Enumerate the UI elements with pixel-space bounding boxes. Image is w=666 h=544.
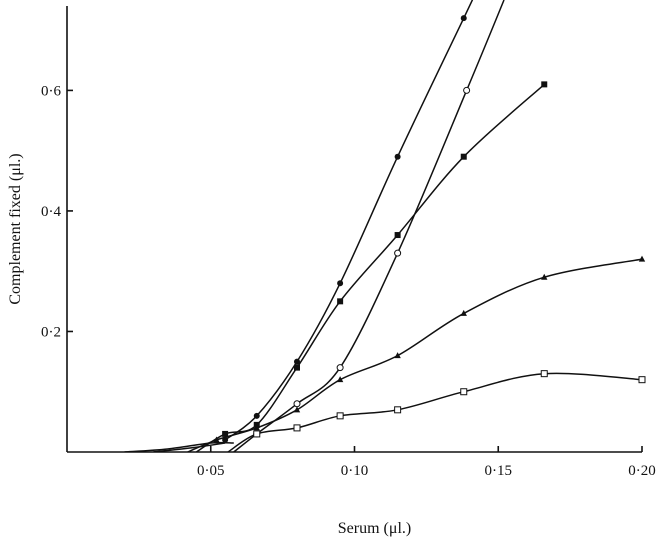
- data-point-filled-triangle: [394, 352, 401, 359]
- tick-group: 0·05 0·10 0·15 0·20 0·2 0·4 0·6: [41, 83, 656, 479]
- y-tick-label: 0·4: [41, 204, 61, 220]
- data-point-filled-circle: [394, 153, 401, 160]
- data-point-filled-square: [294, 364, 300, 371]
- data-point-open-circle: [293, 400, 301, 408]
- data-point-filled-square: [222, 430, 229, 437]
- data-point-filled-triangle: [213, 436, 220, 443]
- axes: [66, 6, 642, 453]
- data-point-open-square: [460, 388, 468, 396]
- x-tick-label: 0·15: [485, 463, 513, 479]
- data-point-filled-triangle: [293, 406, 301, 413]
- series-4-line: [227, 372, 643, 452]
- data-point-filled-square: [460, 153, 467, 160]
- data-point-open-square: [394, 406, 402, 414]
- data-point-open-circle: [394, 249, 402, 257]
- y-tick-label: 0·2: [41, 324, 61, 340]
- data-point-filled-triangle: [460, 309, 467, 316]
- series-1-line: [233, 0, 505, 452]
- data-point-filled-circle: [337, 280, 344, 287]
- data-point-open-square: [293, 424, 301, 432]
- data-point-open-circle: [336, 364, 344, 372]
- series-3-line: [187, 258, 643, 452]
- data-point-filled-triangle: [541, 273, 548, 280]
- data-point-open-square: [336, 412, 344, 420]
- x-tick-label: 0·05: [197, 463, 225, 479]
- marker-group: [213, 15, 646, 443]
- data-point-open-square: [638, 376, 646, 384]
- y-axis-title: Complement fixed (μl.): [7, 153, 24, 304]
- data-point-open-circle: [463, 86, 471, 94]
- data-point-open-square: [540, 370, 548, 378]
- data-point-filled-square: [541, 81, 548, 88]
- y-tick-label: 0·6: [41, 83, 61, 99]
- data-point-filled-square: [394, 232, 401, 239]
- data-point-open-square: [253, 430, 261, 438]
- data-point-filled-triangle: [638, 255, 646, 262]
- series-0-line: [224, 0, 474, 441]
- series-2-line: [196, 83, 545, 452]
- x-tick-label: 0·10: [341, 463, 369, 479]
- data-point-filled-circle: [294, 358, 300, 365]
- data-point-filled-square: [337, 298, 344, 305]
- data-point-filled-triangle: [253, 424, 260, 431]
- data-point-filled-circle: [253, 412, 260, 419]
- series-6-line: [153, 442, 226, 452]
- data-point-filled-circle: [460, 15, 467, 22]
- data-point-filled-circle: [222, 436, 229, 443]
- data-point-filled-triangle: [336, 376, 344, 383]
- x-tick-label: 0·20: [628, 463, 656, 479]
- x-axis-title: Serum (μl.): [338, 520, 411, 537]
- curve-group: [124, 0, 643, 452]
